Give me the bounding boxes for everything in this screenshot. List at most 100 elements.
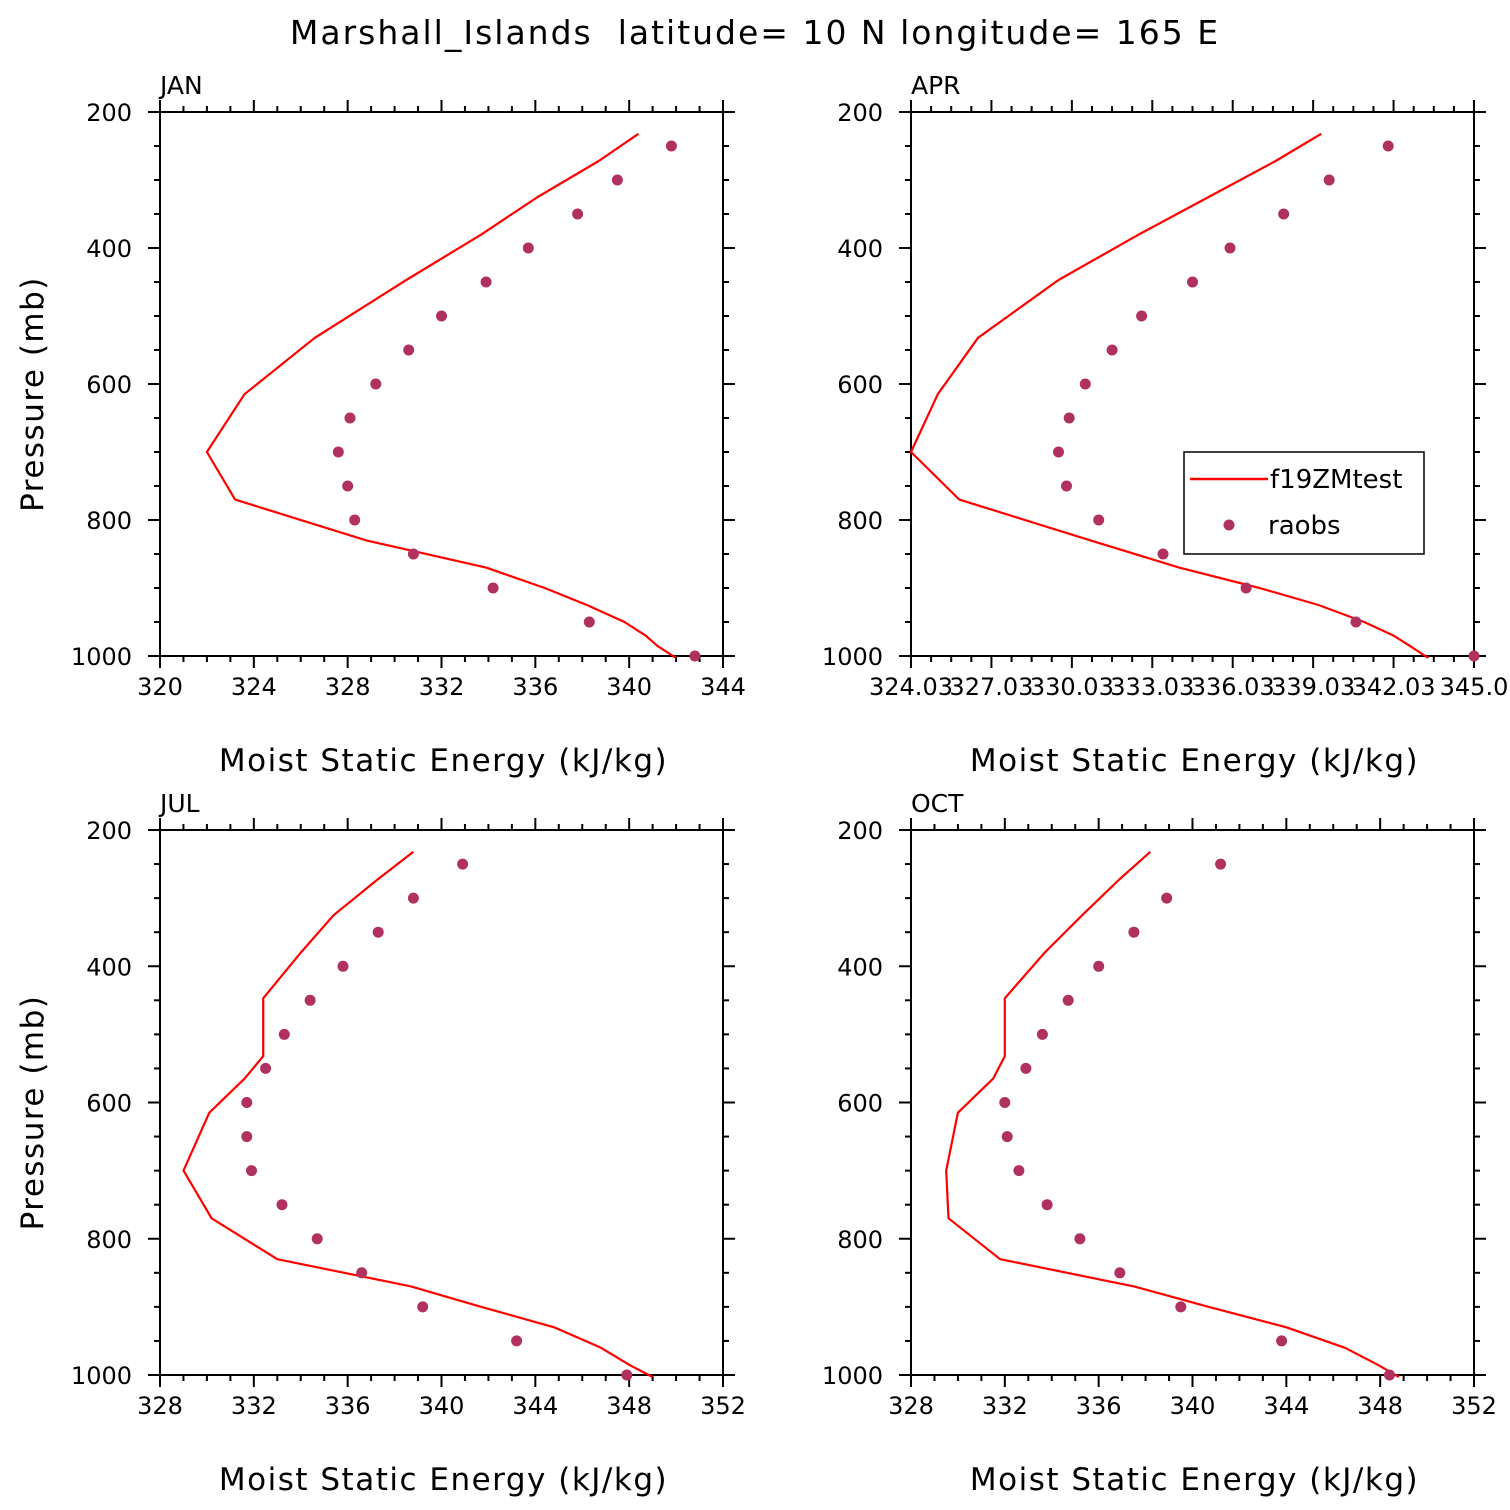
y-tick-label: 200 (86, 99, 132, 127)
series-line-f19zmtest (205, 132, 677, 659)
y-tick-label: 400 (86, 953, 132, 981)
raobs-point (457, 858, 469, 870)
raobs-point (1074, 1233, 1086, 1245)
y-tick-label: 200 (837, 99, 883, 127)
raobs-point (1278, 208, 1290, 220)
panel-jul: 328 332 336 340 344 348 352 200 400 600 800 1000 JUL… (15, 789, 746, 1498)
raobs-point (511, 1335, 523, 1347)
raobs-point (1020, 1062, 1032, 1074)
raobs-point (522, 242, 534, 254)
x-tick-label: 328 (888, 1392, 934, 1420)
y-axis-label: Pressure (mb) (15, 995, 51, 1231)
y-tick-label: 1000 (822, 1362, 883, 1390)
raobs-point (436, 310, 447, 322)
raobs-point (583, 616, 595, 628)
x-tick-label: 324 (231, 673, 277, 701)
x-tick-label: 336 (325, 1392, 371, 1420)
panel-oct: 328 332 336 340 344 348 352 200 400 600 800 1000 OCT… (822, 789, 1497, 1498)
raobs-point (1013, 1165, 1025, 1177)
x-tick-label: 342.03 (1352, 673, 1436, 701)
raobs-point (1036, 1028, 1048, 1040)
raobs-point (332, 446, 344, 458)
raobs-point (241, 1097, 253, 1108)
raobs-point (1114, 1267, 1126, 1279)
raobs-point (1093, 514, 1105, 526)
y-tick-label: 200 (837, 817, 883, 845)
y-tick-label: 1000 (71, 643, 132, 671)
y-tick-label: 800 (837, 1226, 883, 1254)
x-tick-label: 340 (606, 673, 652, 701)
raobs-point (665, 140, 677, 152)
panel-apr: 324.03327.03330.03333.03336.03339.03342.… (822, 71, 1508, 779)
x-tick-label: 344 (512, 1392, 558, 1420)
raobs-point (1041, 1199, 1053, 1211)
y-tick-label: 400 (837, 953, 883, 981)
x-tick-label: 345.0 (1440, 673, 1509, 701)
raobs-point (246, 1165, 257, 1177)
panel-title: JAN (158, 71, 203, 100)
figure-title: Marshall_Islands latitude= 10 N longitud… (290, 13, 1220, 52)
raobs-point (1053, 446, 1064, 458)
x-tick-label: 332 (231, 1392, 277, 1420)
y-tick-label: 200 (86, 817, 132, 845)
raobs-point (407, 548, 419, 560)
raobs-point (372, 926, 384, 938)
raobs-point (370, 378, 382, 390)
panels: 320 324 328 332 336 340 344 200 400 600 800 1000 JAN… (15, 71, 1508, 1498)
raobs-point (1384, 1369, 1395, 1381)
y-tick-label: 400 (86, 235, 132, 263)
x-axis-label: Moist Static Energy (kJ/kg) (970, 1462, 1419, 1498)
raobs-point (342, 480, 354, 492)
x-tick-label: 339.03 (1271, 673, 1355, 701)
raobs-point (1187, 276, 1198, 288)
raobs-point (480, 276, 492, 288)
plot-frame (910, 829, 1475, 1376)
x-tick-label: 344 (1263, 1392, 1309, 1420)
panel-title: APR (911, 71, 961, 100)
raobs-point (260, 1062, 272, 1074)
y-tick-label: 1000 (822, 643, 883, 671)
raobs-point (349, 514, 361, 526)
raobs-point (487, 582, 499, 594)
y-tick-label: 600 (837, 1090, 883, 1118)
raobs-point (1061, 480, 1072, 492)
y-tick-label: 400 (837, 235, 883, 263)
raobs-point (1136, 310, 1148, 322)
legend-label-model: f19ZMtest (1270, 465, 1402, 495)
raobs-point (1157, 548, 1169, 560)
y-tick-label: 600 (837, 371, 883, 399)
raobs-point (1215, 858, 1227, 870)
raobs-point (999, 1097, 1011, 1108)
x-axis-label: Moist Static Energy (kJ/kg) (219, 1462, 668, 1498)
y-tick-label: 800 (86, 1226, 132, 1254)
x-tick-label: 320 (137, 673, 183, 701)
panel-title: OCT (911, 789, 964, 818)
panel-jan: 320 324 328 332 336 340 344 200 400 600 800 1000 JAN… (15, 71, 746, 779)
plot-frame (910, 111, 1475, 657)
x-tick-label: 327.03 (949, 673, 1033, 701)
plot-frame (159, 111, 724, 657)
x-tick-label: 352 (1451, 1392, 1497, 1420)
raobs-point (1079, 378, 1091, 390)
x-tick-label: 344 (700, 673, 746, 701)
legend-point-marker (1223, 519, 1235, 531)
series-line-f19zmtest (182, 850, 654, 1378)
x-tick-label: 328 (137, 1392, 183, 1420)
x-tick-label: 324.03 (869, 673, 953, 701)
raobs-point (1468, 650, 1480, 662)
raobs-point (1062, 994, 1074, 1006)
y-axis-label: Pressure (mb) (15, 276, 51, 512)
x-tick-label: 340 (419, 1392, 465, 1420)
x-tick-label: 340 (1170, 1392, 1216, 1420)
y-tick-label: 1000 (71, 1362, 132, 1390)
raobs-point (1161, 892, 1173, 904)
x-axis-label: Moist Static Energy (kJ/kg) (970, 743, 1419, 779)
x-tick-label: 330.03 (1030, 673, 1114, 701)
raobs-point (1240, 582, 1252, 594)
raobs-point (1350, 616, 1362, 628)
x-tick-label: 348 (1357, 1392, 1403, 1420)
x-tick-label: 333.03 (1110, 673, 1194, 701)
legend: f19ZMtest raobs (1183, 451, 1425, 555)
legend-box (1183, 451, 1425, 555)
